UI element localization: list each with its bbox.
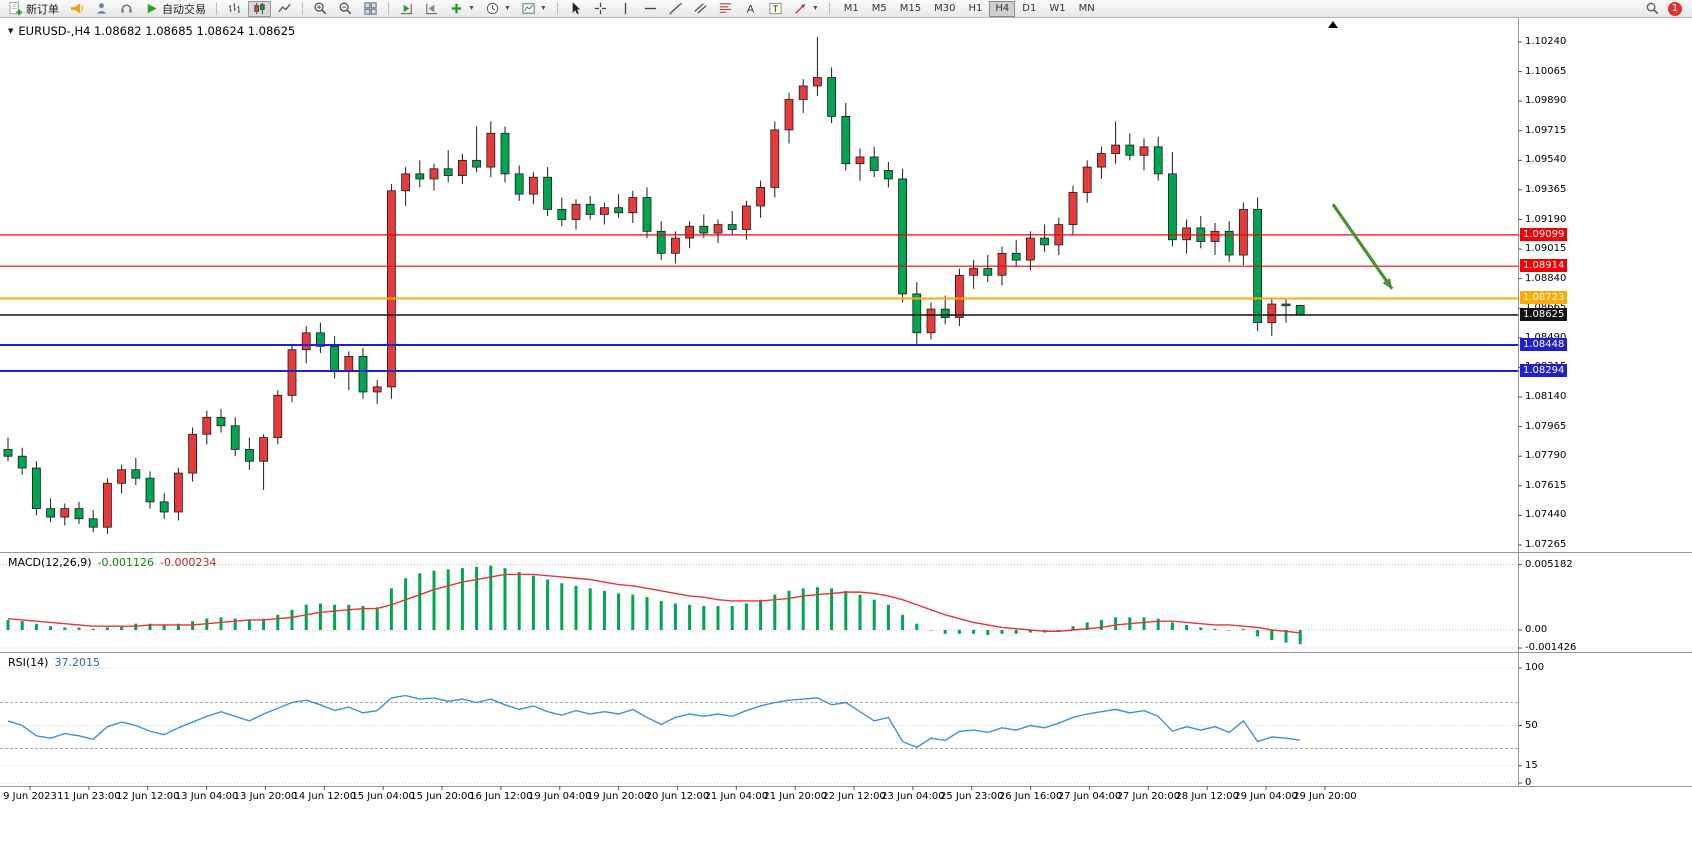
channel-button[interactable] — [689, 1, 712, 17]
support-button[interactable] — [115, 1, 138, 17]
macd-main-value: -0.001126 — [97, 556, 155, 569]
timeframe-H1-button[interactable]: H1 — [968, 2, 983, 14]
toolbar-separator — [828, 2, 830, 15]
auto-scroll-button[interactable] — [395, 1, 418, 17]
toolbar-separator — [302, 2, 303, 15]
text-icon — [743, 1, 758, 16]
chevron-down-icon: ▼ — [539, 5, 547, 12]
zoom-in-button[interactable] — [309, 1, 332, 17]
channel-icon — [693, 1, 708, 16]
toolbar-separator — [556, 2, 558, 15]
cursor-icon — [568, 1, 583, 16]
chart-title-text: EURUSD-,H4 1.08682 1.08685 1.08624 1.086… — [18, 24, 296, 38]
rsi-value: 37.2015 — [54, 656, 100, 669]
arrow-object-icon — [793, 1, 808, 16]
play-icon — [144, 1, 159, 16]
zoom-in-icon — [313, 1, 328, 16]
chart-stage[interactable]: ▼ EURUSD-,H4 1.08682 1.08685 1.08624 1.0… — [0, 18, 1692, 842]
main-toolbar: 新订单 自动交易 ▼ ▼ ▼ ▼ M1 M5 M15 M30 — [0, 0, 1692, 18]
toolbar-separator — [216, 2, 217, 15]
chevron-down-icon: ▼ — [811, 5, 819, 12]
cursor-button[interactable] — [564, 1, 587, 17]
template-icon — [521, 1, 536, 16]
line-chart-icon — [277, 1, 292, 16]
label-icon — [768, 1, 783, 16]
crosshair-icon — [593, 1, 608, 16]
timeframe-M1-button[interactable]: M1 — [843, 2, 859, 14]
horizontal-line-button[interactable] — [639, 1, 662, 17]
market-button[interactable] — [65, 1, 88, 17]
person-icon — [94, 1, 109, 16]
plus-icon — [449, 1, 464, 16]
trendline-button[interactable] — [664, 1, 687, 17]
community-button[interactable] — [90, 1, 113, 17]
toolbar-separator — [388, 2, 389, 15]
zoom-out-icon — [338, 1, 353, 16]
timeframe-toolbar: M1 M5 M15 M30 H1 H4 D1 W1 MN — [838, 0, 1101, 17]
chart-dropdown-icon[interactable]: ▼ — [8, 27, 14, 35]
fibonacci-icon — [718, 1, 733, 16]
bar-chart-button[interactable] — [223, 1, 246, 17]
macd-name: MACD(12,26,9) — [8, 556, 92, 569]
chevron-down-icon: ▼ — [503, 5, 511, 12]
candlestick-icon — [252, 1, 267, 16]
chart-shift-icon — [424, 1, 439, 16]
macd-label: MACD(12,26,9) -0.001126 -0.000234 — [8, 556, 216, 569]
timeframe-W1-button[interactable]: W1 — [1049, 2, 1066, 14]
fibonacci-button[interactable] — [714, 1, 737, 17]
crosshair-button[interactable] — [589, 1, 612, 17]
timeframe-M5-button[interactable]: M5 — [871, 2, 887, 14]
headset-icon — [119, 1, 134, 16]
chart-canvas — [0, 18, 1692, 790]
text-button[interactable] — [739, 1, 762, 17]
tile-windows-button[interactable] — [359, 1, 382, 17]
chart-shift-button[interactable] — [420, 1, 443, 17]
macd-signal-value: -0.000234 — [160, 556, 217, 569]
auto-trading-label: 自动交易 — [162, 3, 206, 16]
line-chart-button[interactable] — [273, 1, 296, 17]
search-icon — [1645, 1, 1660, 16]
auto-scroll-icon — [399, 1, 414, 16]
new-order-icon — [8, 1, 23, 16]
chart-title: ▼ EURUSD-,H4 1.08682 1.08685 1.08624 1.0… — [8, 24, 295, 38]
search-button[interactable] — [1641, 1, 1664, 17]
arrows-button[interactable]: ▼ — [789, 1, 823, 17]
zoom-out-button[interactable] — [334, 1, 357, 17]
vertical-line-button[interactable] — [614, 1, 637, 17]
timeframe-M30-button[interactable]: M30 — [934, 2, 956, 14]
periods-button[interactable]: ▼ — [481, 1, 515, 17]
vertical-line-icon — [618, 1, 633, 16]
timeframe-MN-button[interactable]: MN — [1078, 2, 1095, 14]
chevron-down-icon: ▼ — [468, 5, 475, 12]
horizontal-line-icon — [643, 1, 658, 16]
tile-windows-icon — [363, 1, 378, 16]
clock-icon — [485, 1, 500, 16]
templates-button[interactable]: ▼ — [517, 1, 551, 17]
trendline-icon — [668, 1, 683, 16]
rsi-name: RSI(14) — [8, 656, 49, 669]
candlestick-chart-button[interactable] — [248, 0, 271, 17]
notification-badge[interactable]: 1 — [1668, 1, 1682, 16]
megaphone-icon — [69, 1, 84, 16]
ohlc-bars-icon — [227, 1, 242, 16]
timeframe-H4-button[interactable]: H4 — [989, 0, 1016, 17]
add-indicator-button[interactable]: ▼ — [445, 1, 479, 17]
rsi-label: RSI(14) 37.2015 — [8, 656, 100, 669]
timeframe-D1-button[interactable]: D1 — [1022, 2, 1037, 14]
label-button[interactable] — [764, 1, 787, 17]
timeframe-M15-button[interactable]: M15 — [899, 2, 922, 14]
auto-trading-button[interactable]: 自动交易 — [140, 1, 210, 17]
new-order-button[interactable]: 新订单 — [4, 1, 63, 17]
new-order-label: 新订单 — [26, 3, 59, 16]
